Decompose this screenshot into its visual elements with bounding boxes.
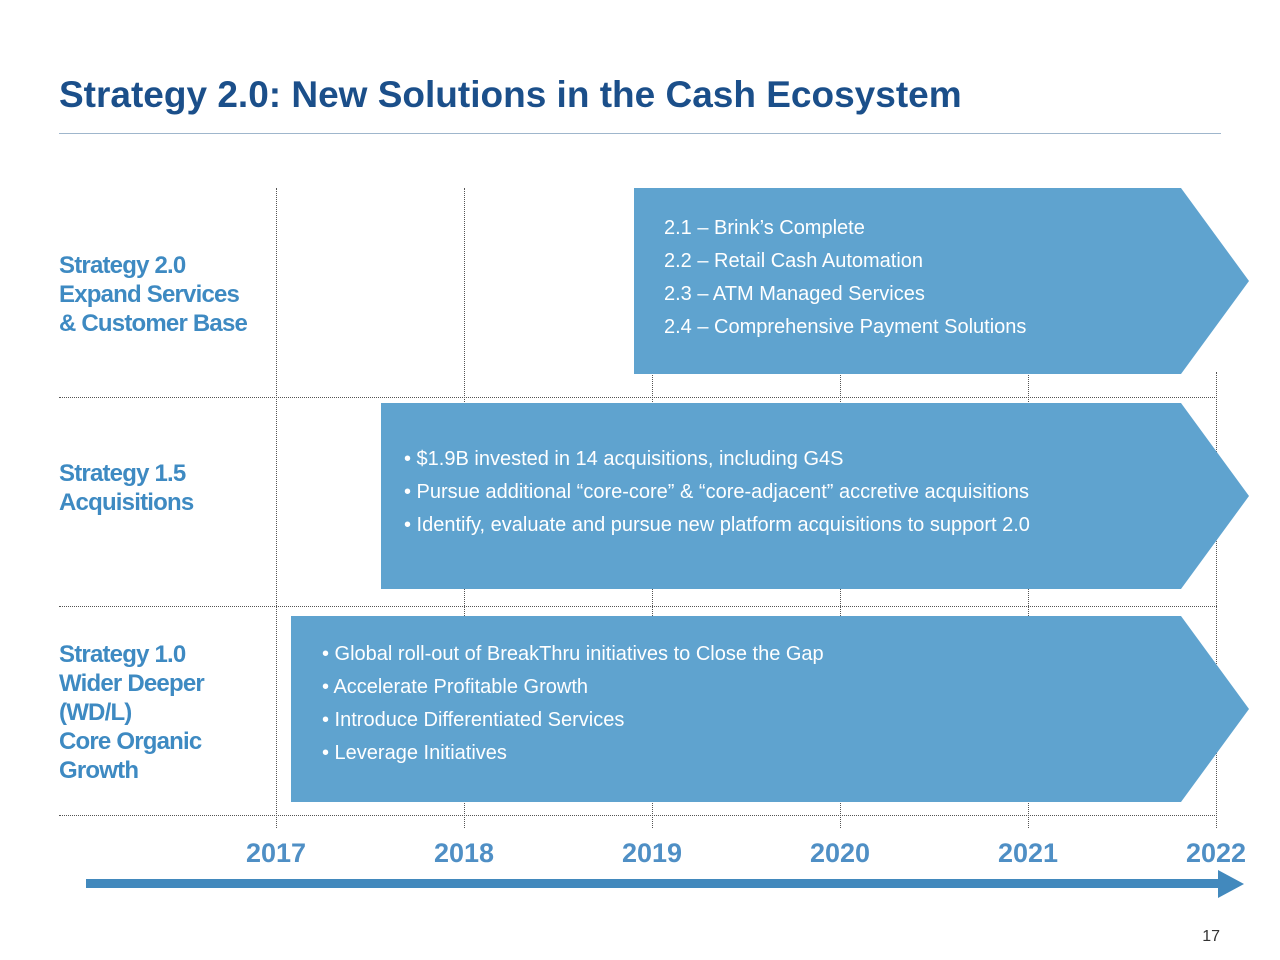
gridline-2019 [652, 372, 653, 828]
band-item: • Accelerate Profitable Growth [322, 676, 589, 698]
row-separator-1 [59, 397, 1217, 398]
row-label-line: Strategy 1.0 [59, 641, 186, 668]
gridline-2020 [840, 372, 841, 828]
row-label-line: Strategy 1.5 [59, 460, 186, 487]
band-item: 2.1 – Brink’s Complete [664, 217, 865, 239]
band-item: • Introduce Differentiated Services [322, 709, 625, 731]
year-label-2021: 2021 [997, 838, 1059, 868]
slide-title: Strategy 2.0: New Solutions in the Cash … [59, 74, 962, 115]
gridline-2022 [1216, 372, 1217, 828]
band-item: • Identify, evaluate and pursue new plat… [404, 514, 1030, 536]
band-item: • $1.9B invested in 14 acquisitions, inc… [404, 448, 844, 470]
row-label-strategy-2-0: Strategy 2.0 Expand Services & Customer … [59, 251, 248, 338]
row-label-line: Expand Services [59, 281, 240, 308]
band-item: • Leverage Initiatives [322, 742, 507, 764]
row-label-line: & Customer Base [59, 310, 248, 337]
band-item: • Pursue additional “core-core” & “core-… [404, 481, 1030, 503]
band-strategy-1-0 [291, 616, 1249, 802]
page-number: 17 [1202, 928, 1220, 945]
band-item: 2.4 – Comprehensive Payment Solutions [664, 316, 1027, 338]
band-text-strategy-1-5: • $1.9B invested in 14 acquisitions, inc… [404, 443, 1030, 542]
gridline-2017 [276, 188, 277, 828]
year-label-2018: 2018 [433, 838, 495, 868]
row-label-strategy-1-0: Strategy 1.0 Wider Deeper (WD/L) Core Or… [59, 640, 205, 785]
gridline-2021 [1028, 372, 1029, 828]
band-item: 2.2 – Retail Cash Automation [664, 250, 924, 272]
timeline-arrow-shaft [86, 879, 1224, 888]
year-label-2022: 2022 [1185, 838, 1247, 868]
row-label-line: (WD/L) [59, 699, 132, 726]
year-label-2017: 2017 [245, 838, 307, 868]
row-label-strategy-1-5: Strategy 1.5 Acquisitions [59, 459, 194, 517]
band-item: 2.3 – ATM Managed Services [664, 283, 925, 305]
row-separator-2 [59, 606, 1217, 607]
row-label-line: Strategy 2.0 [59, 252, 186, 279]
title-divider [59, 133, 1221, 134]
row-label-line: Growth [59, 757, 139, 784]
row-separator-3 [59, 815, 1217, 816]
band-item: • Global roll-out of BreakThru initiativ… [322, 643, 824, 665]
band-text-strategy-1-0: • Global roll-out of BreakThru initiativ… [322, 638, 824, 770]
band-strategy-2-0 [634, 188, 1249, 374]
row-label-line: Wider Deeper [59, 670, 205, 697]
year-label-2020: 2020 [809, 838, 871, 868]
timeline-arrow-head-icon [1218, 870, 1244, 898]
year-label-2019: 2019 [621, 838, 683, 868]
row-label-line: Core Organic [59, 728, 202, 755]
band-text-strategy-2-0: 2.1 – Brink’s Complete 2.2 – Retail Cash… [664, 212, 1026, 344]
band-strategy-1-5 [381, 403, 1249, 589]
row-label-line: Acquisitions [59, 489, 194, 516]
